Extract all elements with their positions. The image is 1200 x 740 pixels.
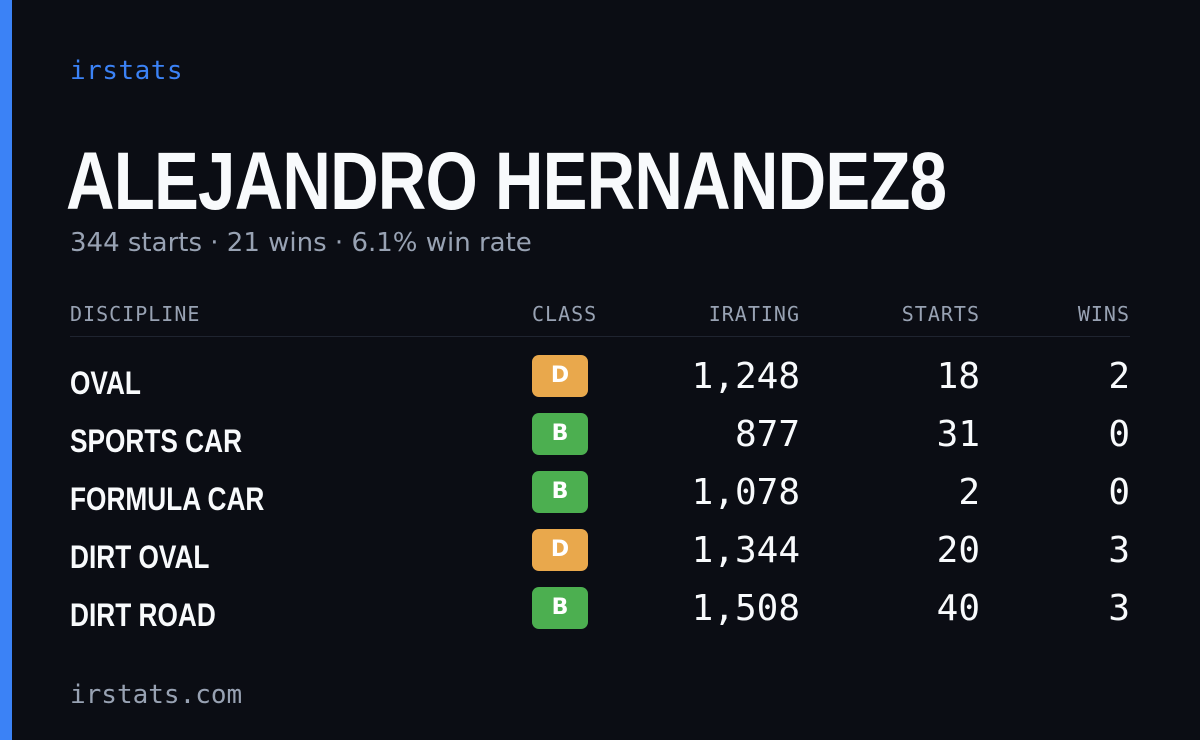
header-discipline: DISCIPLINE — [70, 302, 201, 326]
discipline-name: FORMULA CAR — [70, 481, 265, 517]
starts-value: 40 — [936, 588, 980, 629]
class-badge: D — [532, 529, 588, 571]
irating-value: 1,248 — [691, 356, 800, 397]
starts-value: 20 — [936, 530, 980, 571]
table-body: OVAL D 1,248 18 2 SPORTS CAR B 877 31 0 … — [70, 337, 1130, 643]
wins-value: 3 — [1108, 530, 1130, 571]
table-header: DISCIPLINE CLASS IRATING STARTS WINS — [70, 296, 1130, 337]
starts-value: 31 — [936, 414, 980, 455]
footer-url[interactable]: irstats.com — [70, 680, 243, 710]
starts-value: 18 — [936, 356, 980, 397]
driver-name: ALEJANDRO HERNANDEZ8 — [66, 136, 947, 227]
wins-value: 0 — [1108, 414, 1130, 455]
table-row: OVAL D 1,248 18 2 — [70, 353, 1130, 411]
class-badge: D — [532, 355, 588, 397]
irating-value: 877 — [734, 414, 800, 455]
table-row: FORMULA CAR B 1,078 2 0 — [70, 469, 1130, 527]
wins-value: 2 — [1108, 356, 1130, 397]
class-badge: B — [532, 413, 588, 455]
wins-value: 3 — [1108, 588, 1130, 629]
wins-value: 0 — [1108, 472, 1130, 513]
header-class: CLASS — [532, 302, 598, 326]
table-row: SPORTS CAR B 877 31 0 — [70, 411, 1130, 469]
header-wins: WINS — [1077, 302, 1130, 326]
header-starts: STARTS — [901, 302, 980, 326]
discipline-name: DIRT ROAD — [70, 597, 216, 633]
irating-value: 1,508 — [691, 588, 800, 629]
discipline-name: OVAL — [70, 365, 141, 401]
discipline-name: DIRT OVAL — [70, 539, 210, 575]
discipline-name: SPORTS CAR — [70, 423, 243, 459]
driver-summary: 344 starts · 21 wins · 6.1% win rate — [70, 228, 532, 258]
accent-bar — [0, 0, 12, 740]
class-badge: B — [532, 471, 588, 513]
table-row: DIRT ROAD B 1,508 40 3 — [70, 585, 1130, 643]
header-irating: IRATING — [708, 302, 800, 326]
class-badge: B — [532, 587, 588, 629]
irating-value: 1,078 — [691, 472, 800, 513]
table-row: DIRT OVAL D 1,344 20 3 — [70, 527, 1130, 585]
starts-value: 2 — [958, 472, 980, 513]
brand-logo: irstats — [70, 56, 184, 86]
irating-value: 1,344 — [691, 530, 800, 571]
discipline-table: DISCIPLINE CLASS IRATING STARTS WINS OVA… — [70, 296, 1130, 643]
